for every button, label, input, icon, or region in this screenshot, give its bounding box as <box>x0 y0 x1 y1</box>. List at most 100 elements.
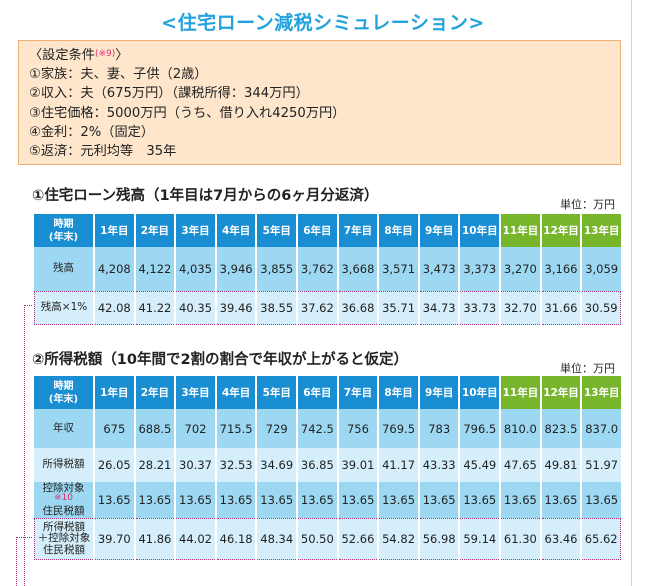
table-cell: 3,668 <box>338 247 378 291</box>
year-header: 3年目 <box>176 214 215 247</box>
year-header: 10年目 <box>460 376 500 409</box>
table-cell: 13.65 <box>135 482 175 518</box>
table-cell: 39.70 <box>95 518 134 560</box>
condition-interest: ④金利：2%（固定） <box>29 124 155 140</box>
loan-balance-section-title: ①住宅ローン残高（1年目は7月からの6ヶ月分返済） <box>32 188 379 204</box>
table-cell: 3,762 <box>298 247 337 291</box>
right-border-line <box>631 0 632 586</box>
dotted-connector-top <box>24 305 32 306</box>
dotted-connector-vertical <box>24 305 25 586</box>
table-cell: 32.70 <box>501 291 540 325</box>
table-cell: 37.62 <box>298 291 337 325</box>
table-cell: 51.97 <box>582 448 621 482</box>
income-tax-section-title: ②所得税額（10年間で2割の割合で年収が上がると仮定） <box>32 352 409 368</box>
table-cell: 31.66 <box>541 291 581 325</box>
table-cell: 33.73 <box>460 291 500 325</box>
year-header: 6年目 <box>298 376 337 409</box>
table-cell: 688.5 <box>135 409 175 448</box>
table-cell: 13.65 <box>541 482 581 518</box>
table-cell: 729 <box>257 409 297 448</box>
table-cell: 3,270 <box>501 247 540 291</box>
row-label: 所得税額 ＋控除対象 住民税額 <box>34 518 93 560</box>
table-cell: 47.65 <box>501 448 540 482</box>
dotted-connector-vertical-2 <box>16 537 17 586</box>
table-cell: 742.5 <box>298 409 337 448</box>
table-row: 残高×1% 42.08 41.22 40.35 39.46 38.55 37.62 36.68… <box>34 291 621 325</box>
table-cell: 59.14 <box>460 518 500 560</box>
conditions-heading-text: 〈設定条件 <box>29 48 95 63</box>
condition-repayment: ⑤返済：元利均等 35年 <box>29 144 177 160</box>
table-cell: 30.37 <box>176 448 215 482</box>
condition-family: ①家族：夫、妻、子供（2歳） <box>29 67 208 83</box>
year-header: 2年目 <box>135 376 175 409</box>
year-header: 4年目 <box>216 214 256 247</box>
table-cell: 45.49 <box>460 448 500 482</box>
row-note-mark: ※10 <box>54 493 73 504</box>
year-header-label-line: (年末) <box>48 393 79 405</box>
table-cell: 13.65 <box>176 482 215 518</box>
year-header: 3年目 <box>176 376 215 409</box>
year-header: 8年目 <box>379 214 418 247</box>
year-header: 11年目 <box>501 376 540 409</box>
table-cell: 4,122 <box>135 247 175 291</box>
year-header: 5年目 <box>257 214 297 247</box>
table-cell: 54.82 <box>379 518 418 560</box>
table-row: 残高 4,208 4,122 4,035 3,946 3,855 3,762 3,668 3,5… <box>34 247 621 291</box>
row-label-line: ＋控除対象 <box>37 532 91 545</box>
conditions-note-mark: (※9) <box>94 49 116 59</box>
loan-balance-table: 時期 (年末) 1年目 2年目 3年目 4年目 5年目 6年目 7年目 8年目 9年目 10年目 11年… <box>32 214 623 325</box>
table-cell: 13.65 <box>501 482 540 518</box>
table-row: 控除対象※10 住民税額 13.65 13.65 13.65 13.65 13.65 13.6… <box>34 482 621 518</box>
table-cell: 56.98 <box>419 518 459 560</box>
table-cell: 3,059 <box>582 247 621 291</box>
year-header: 2年目 <box>135 214 175 247</box>
row-label: 所得税額 <box>34 448 93 482</box>
table-cell: 4,208 <box>95 247 134 291</box>
table-cell: 702 <box>176 409 215 448</box>
table-cell: 41.22 <box>135 291 175 325</box>
table-cell: 41.17 <box>379 448 418 482</box>
year-header: 11年目 <box>501 214 540 247</box>
table-cell: 3,946 <box>216 247 256 291</box>
table-cell: 13.65 <box>216 482 256 518</box>
year-header-label-line: (年末) <box>48 231 79 243</box>
year-header-label-line: 時期 <box>53 218 74 230</box>
table-cell: 34.69 <box>257 448 297 482</box>
year-header: 6年目 <box>298 214 337 247</box>
year-header: 13年目 <box>582 214 621 247</box>
table-cell: 13.65 <box>460 482 500 518</box>
income-tax-table: 時期 (年末) 1年目 2年目 3年目 4年目 5年目 6年目 7年目 8年目 9年目 10年目 11年… <box>32 376 623 560</box>
table-cell: 32.53 <box>216 448 256 482</box>
table-cell: 63.46 <box>541 518 581 560</box>
table-cell: 13.65 <box>419 482 459 518</box>
table-cell: 28.21 <box>135 448 175 482</box>
table-cell: 26.05 <box>95 448 134 482</box>
year-header: 7年目 <box>338 214 378 247</box>
year-header: 12年目 <box>541 376 581 409</box>
table-cell: 3,473 <box>419 247 459 291</box>
table-cell: 46.18 <box>216 518 256 560</box>
table-cell: 783 <box>419 409 459 448</box>
table-cell: 49.81 <box>541 448 581 482</box>
table-cell: 756 <box>338 409 378 448</box>
row-label-line: 所得税額 <box>43 520 85 533</box>
dotted-connector-bottom <box>16 537 32 538</box>
table-cell: 796.5 <box>460 409 500 448</box>
year-header: 12年目 <box>541 214 581 247</box>
year-header: 9年目 <box>419 376 459 409</box>
table-cell: 769.5 <box>379 409 418 448</box>
table-cell: 837.0 <box>582 409 621 448</box>
condition-house-price: ③住宅価格：5000万円（うち、借り入れ4250万円） <box>29 105 346 121</box>
table-cell: 35.71 <box>379 291 418 325</box>
table-cell: 39.01 <box>338 448 378 482</box>
table-cell: 50.50 <box>298 518 337 560</box>
table-cell: 34.73 <box>419 291 459 325</box>
loan-balance-unit: 単位：万円 <box>560 198 615 211</box>
year-header-label-line: 時期 <box>53 380 74 392</box>
row-label: 残高×1% <box>34 291 93 325</box>
table-cell: 41.86 <box>135 518 175 560</box>
row-label-line: 住民税額 <box>43 543 85 556</box>
table-cell: 13.65 <box>338 482 378 518</box>
table-cell: 36.85 <box>298 448 337 482</box>
year-header: 9年目 <box>419 214 459 247</box>
